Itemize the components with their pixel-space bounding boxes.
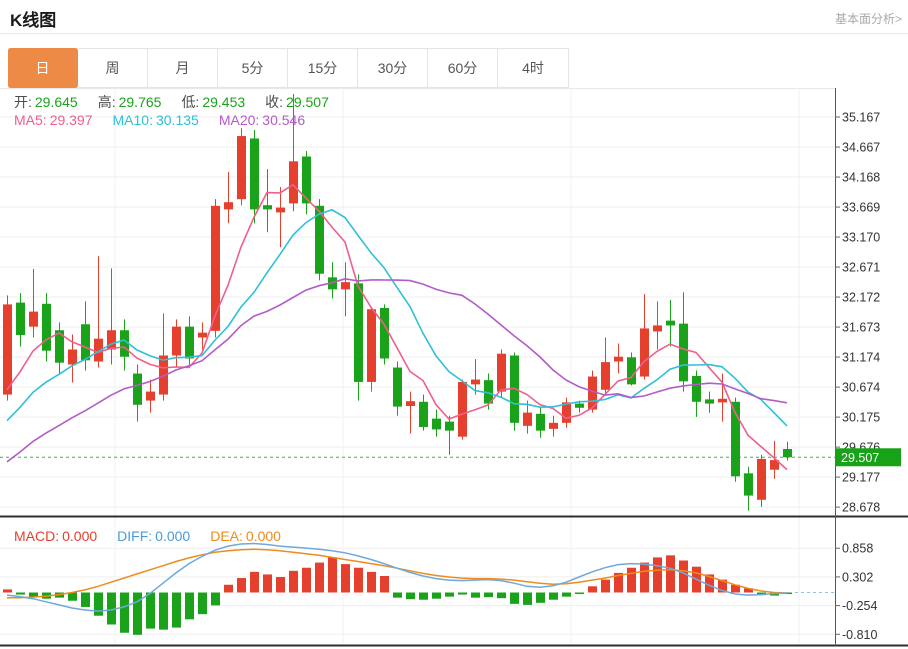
legend-item: DEA: 0.000 xyxy=(210,528,281,544)
legend-item: 低: 29.453 xyxy=(181,92,245,112)
legend-item: MA10: 30.135 xyxy=(113,112,199,128)
interval-tab-0[interactable]: 日 xyxy=(8,48,78,88)
price-tick-label: 34.168 xyxy=(842,171,880,185)
macd-tick-label: 0.858 xyxy=(842,542,873,556)
fundamental-analysis-link[interactable]: 基本面分析> xyxy=(834,12,902,26)
legend-label: 高: xyxy=(97,94,116,110)
ma20-line xyxy=(6,277,788,463)
legend-item: MA5: 29.397 xyxy=(14,112,93,128)
price-tick-label: 32.172 xyxy=(842,291,880,305)
legend-item: 收: 29.507 xyxy=(265,92,329,112)
legend-label: MA10: xyxy=(112,112,153,128)
macd-tick-label: 0.302 xyxy=(842,570,873,584)
legend-value: 29.397 xyxy=(49,112,93,128)
price-tick-label: 30.674 xyxy=(842,381,880,395)
current-price-tag: 29.507 xyxy=(835,448,901,467)
price-tick-label: 28.678 xyxy=(842,501,880,515)
interval-tab-6[interactable]: 60分 xyxy=(428,49,498,87)
interval-tab-2[interactable]: 月 xyxy=(148,49,218,87)
ohlc-legend: 开: 29.645 高: 29.765 低: 29.453 收: 29.507 xyxy=(14,92,329,112)
price-tick-label: 31.174 xyxy=(842,351,880,365)
legend-label: DEA: xyxy=(210,528,243,544)
legend-value: 0.000 xyxy=(155,528,191,544)
legend-label: MACD: xyxy=(14,528,60,544)
macd-axis-labels: 0.858 0.302 -0.254 -0.810 xyxy=(835,542,877,642)
macd-bars xyxy=(3,555,792,635)
ma10-line xyxy=(6,208,788,427)
price-tick-label: 32.671 xyxy=(842,261,880,275)
legend-value: 30.546 xyxy=(262,112,306,128)
price-tick-label: 33.669 xyxy=(842,201,880,215)
legend-value: 29.507 xyxy=(286,94,329,110)
interval-tab-4[interactable]: 15分 xyxy=(288,49,358,87)
page-title: K线图 xyxy=(10,11,57,30)
price-tick-label: 31.673 xyxy=(842,321,880,335)
candlestick-series xyxy=(3,93,792,511)
legend-value: 0.000 xyxy=(245,528,281,544)
ma5-line xyxy=(6,183,788,471)
legend-value: 29.453 xyxy=(202,94,246,110)
legend-item: MACD: 0.000 xyxy=(14,528,97,544)
legend-label: 低: xyxy=(181,94,200,110)
ma-legend: MA5: 29.397 MA10: 30.135 MA20: 30.546 xyxy=(14,112,305,128)
price-tick-label: 29.177 xyxy=(842,471,880,485)
price-tick-label: 35.167 xyxy=(842,111,880,125)
legend-value: 30.135 xyxy=(155,112,199,128)
macd-tick-label: -0.810 xyxy=(842,628,877,642)
legend-label: DIFF: xyxy=(117,528,153,544)
interval-tab-1[interactable]: 周 xyxy=(78,49,148,87)
legend-value: 29.645 xyxy=(34,94,78,110)
price-tick-label: 30.175 xyxy=(842,411,880,425)
legend-item: 开: 29.645 xyxy=(14,92,78,112)
header-divider xyxy=(0,33,908,34)
legend-label: 开: xyxy=(14,94,32,110)
interval-tab-3[interactable]: 5分 xyxy=(218,49,288,87)
legend-value: 0.000 xyxy=(62,528,98,544)
diff-line xyxy=(6,542,788,612)
legend-label: MA5: xyxy=(14,112,47,128)
macd-tick-label: -0.254 xyxy=(842,599,877,613)
macd-legend: MACD: 0.000 DIFF: 0.000 DEA: 0.000 xyxy=(14,528,281,544)
legend-value: 29.765 xyxy=(118,94,162,110)
legend-label: 收: xyxy=(265,94,284,110)
legend-label: MA20: xyxy=(218,112,260,128)
legend-item: MA20: 30.546 xyxy=(219,112,305,128)
legend-item: 高: 29.765 xyxy=(98,92,162,112)
interval-tabs: 日周月 5分 15分 30分 60分 4时 xyxy=(8,48,569,88)
legend-item: DIFF: 0.000 xyxy=(117,528,190,544)
price-tick-label: 34.667 xyxy=(842,141,880,155)
interval-tab-7[interactable]: 4时 xyxy=(498,49,568,87)
current-price-label: 29.507 xyxy=(841,451,879,465)
interval-tab-5[interactable]: 30分 xyxy=(358,49,428,87)
grid-lines xyxy=(0,88,835,646)
price-tick-label: 33.170 xyxy=(842,231,880,245)
